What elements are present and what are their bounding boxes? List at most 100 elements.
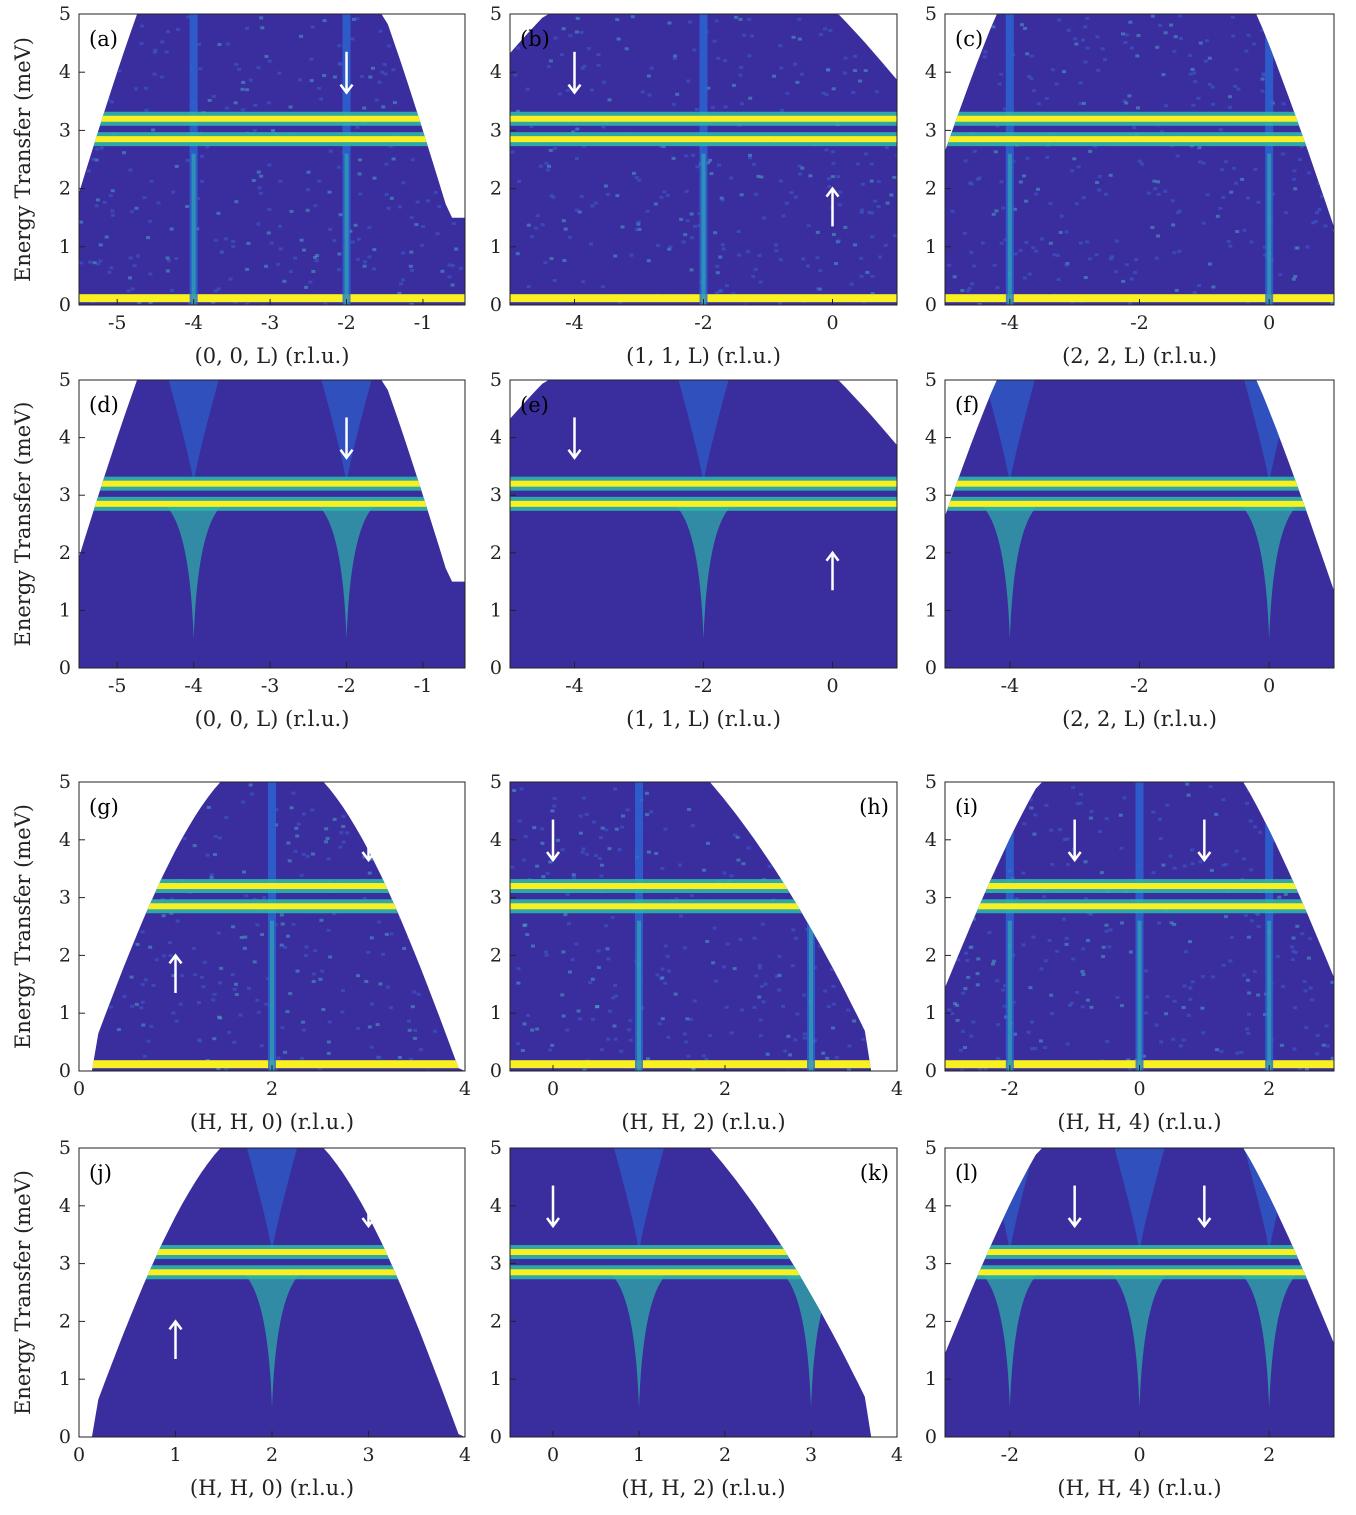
noise-pixel (588, 981, 593, 985)
noise-pixel (441, 38, 446, 42)
noise-pixel (241, 800, 246, 804)
noise-pixel (826, 1005, 831, 1009)
noise-pixel (688, 1018, 693, 1021)
noise-pixel (1260, 28, 1265, 32)
noise-pixel (1308, 937, 1313, 941)
x-tick-label: -2 (694, 312, 713, 334)
dispersion-core (1007, 920, 1012, 1071)
noise-pixel (1088, 149, 1093, 153)
noise-pixel (729, 874, 734, 878)
noise-pixel (1190, 980, 1195, 984)
noise-pixel (1246, 1031, 1251, 1035)
noise-pixel (983, 50, 988, 54)
noise-pixel (274, 823, 279, 827)
noise-pixel (1209, 868, 1214, 872)
noise-pixel (663, 827, 668, 831)
noise-pixel (808, 174, 813, 178)
noise-pixel (1291, 77, 1296, 81)
x-axis-label: (H, H, 4) (r.l.u.) (1057, 1476, 1221, 1500)
noise-pixel (92, 261, 97, 265)
noise-pixel (242, 870, 246, 874)
noise-pixel (299, 873, 304, 877)
noise-pixel (1163, 189, 1168, 193)
noise-pixel (961, 1029, 965, 1033)
noise-pixel (777, 813, 781, 817)
noise-pixel (788, 805, 793, 809)
y-tick-label: 4 (490, 829, 502, 851)
noise-pixel (274, 808, 279, 812)
noise-pixel (571, 873, 576, 877)
noise-pixel (1181, 1006, 1186, 1009)
noise-pixel (1197, 146, 1202, 150)
noise-pixel (233, 101, 238, 105)
noise-pixel (1096, 68, 1101, 72)
noise-pixel (1172, 923, 1177, 926)
noise-pixel (888, 930, 893, 934)
noise-pixel (1103, 58, 1107, 61)
noise-pixel (198, 67, 203, 71)
noise-pixel (729, 1031, 734, 1035)
x-tick-label: 2 (1263, 1444, 1275, 1466)
noise-pixel (870, 821, 875, 825)
noise-pixel (260, 26, 265, 30)
noise-pixel (748, 156, 753, 160)
noise-pixel (151, 128, 156, 132)
noise-pixel (821, 91, 826, 95)
arrow-down-icon (339, 51, 354, 95)
noise-pixel (1165, 803, 1170, 807)
flat-band (945, 1249, 1334, 1256)
y-tick-label: 0 (490, 657, 502, 679)
noise-pixel (1157, 817, 1162, 821)
noise-pixel (1317, 181, 1321, 185)
noise-pixel (1034, 192, 1038, 196)
noise-pixel (1136, 34, 1141, 37)
noise-pixel (978, 888, 983, 892)
noise-pixel (1036, 187, 1040, 191)
noise-pixel (113, 939, 118, 942)
y-tick-label: 5 (59, 1137, 71, 1159)
noise-pixel (456, 29, 460, 33)
noise-pixel (1170, 199, 1175, 203)
arrow-head (1067, 851, 1082, 863)
noise-pixel (149, 179, 154, 183)
noise-pixel (1188, 986, 1193, 990)
noise-pixel (1029, 806, 1034, 810)
noise-pixel (91, 157, 96, 161)
noise-pixel (332, 817, 337, 821)
noise-pixel (870, 235, 875, 239)
noise-pixel (1218, 128, 1223, 132)
arrow-down-icon (546, 1185, 560, 1229)
y-tick-label: 2 (59, 944, 71, 966)
noise-pixel (146, 822, 151, 826)
dispersion-mode (316, 503, 377, 640)
noise-pixel (1067, 1004, 1072, 1007)
noise-pixel (1121, 32, 1125, 36)
noise-pixel (1127, 301, 1132, 305)
noise-pixel (388, 144, 393, 148)
noise-pixel (606, 1037, 611, 1041)
noise-pixel (1043, 959, 1048, 963)
noise-pixel (763, 982, 768, 986)
noise-pixel (371, 787, 376, 791)
noise-pixel (1062, 838, 1067, 841)
noise-pixel (1128, 1068, 1133, 1071)
noise-pixel (548, 59, 553, 63)
noise-pixel (339, 831, 344, 835)
noise-pixel (145, 878, 150, 882)
noise-pixel (1174, 288, 1179, 292)
noise-pixel (419, 900, 424, 904)
heatmap-area (79, 380, 465, 668)
noise-pixel (851, 91, 856, 94)
noise-pixel (593, 201, 598, 205)
noise-pixel (96, 262, 101, 266)
noise-pixel (219, 966, 224, 970)
noise-pixel (1262, 245, 1267, 249)
noise-pixel (885, 33, 890, 37)
noise-pixel (308, 280, 313, 284)
noise-pixel (1022, 822, 1027, 826)
panel-label: (h) (859, 795, 889, 819)
noise-pixel (1325, 818, 1330, 822)
noise-pixel (102, 200, 107, 204)
noise-pixel (530, 235, 535, 239)
noise-pixel (1101, 945, 1106, 949)
